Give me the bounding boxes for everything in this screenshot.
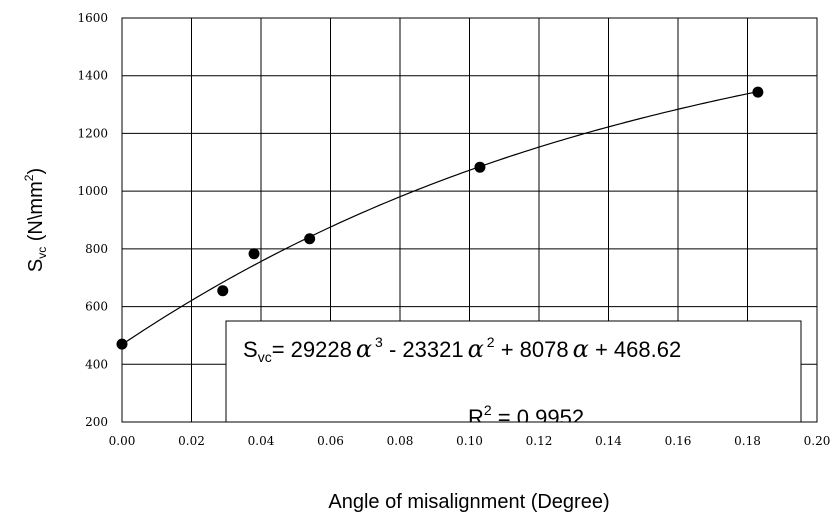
y-tick-label: 800 (85, 242, 108, 256)
r-squared-text: R2 = 0.9952 (468, 402, 584, 430)
x-tick-label: 0.14 (595, 434, 622, 448)
y-tick-label: 400 (85, 357, 108, 371)
equation-box: Svc= 29228 α 3 - 23321 α 2 + 8078 α + 468.62 … (225, 320, 802, 430)
y-axis-title: Svc (N\mm2) (22, 168, 49, 272)
data-point (217, 285, 229, 297)
data-points (116, 86, 764, 350)
equation-text: Svc= 29228 α 3 - 23321 α 2 + 8078 α + 468.62 (243, 334, 681, 365)
data-point (304, 233, 316, 245)
y-tick-labels: 200 400 600 800 1000 1200 1400 1600 (77, 11, 108, 429)
trendline (121, 90, 759, 345)
x-tick-label: 0.02 (178, 434, 205, 448)
x-tick-label: 0.16 (665, 434, 692, 448)
y-tick-label: 1600 (77, 11, 108, 25)
data-point (248, 248, 260, 260)
x-tick-labels: 0.00 0.02 0.04 0.06 0.08 0.10 0.12 0.14 0.16 0.18… (109, 434, 831, 448)
x-tick-label: 0.00 (109, 434, 136, 448)
data-point (752, 86, 764, 98)
x-tick-label: 0.18 (734, 434, 761, 448)
y-tick-label: 1000 (77, 184, 108, 198)
x-tick-label: 0.10 (456, 434, 483, 448)
data-point (474, 161, 486, 173)
y-tick-label: 600 (85, 300, 108, 314)
y-tick-label: 200 (85, 415, 108, 429)
x-tick-label: 0.20 (804, 434, 831, 448)
x-axis-title: Angle of misalignment (Degree) (328, 491, 609, 513)
x-tick-label: 0.06 (317, 434, 344, 448)
x-tick-label: 0.12 (526, 434, 553, 448)
y-tick-label: 1200 (77, 126, 108, 140)
x-tick-label: 0.08 (387, 434, 414, 448)
y-tick-label: 1400 (77, 69, 108, 83)
data-point (116, 338, 128, 350)
x-tick-label: 0.04 (248, 434, 275, 448)
